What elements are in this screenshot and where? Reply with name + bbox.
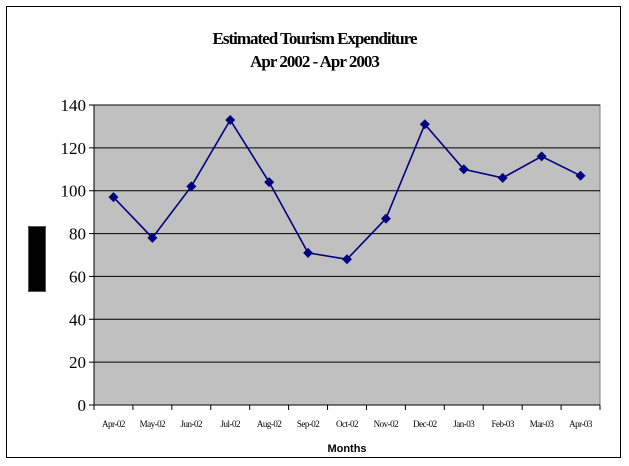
x-tick-label: Jan-03 [453,419,475,429]
x-tick-label: Sep-02 [297,419,320,429]
y-tick-label: 60 [69,267,86,286]
y-axis-label [28,226,46,292]
y-tick-label: 100 [61,182,87,201]
data-point [342,254,352,265]
x-tick-label: Feb-03 [491,419,514,429]
y-tick-label: 20 [69,353,86,372]
data-point [380,213,391,224]
data-point [458,164,469,175]
x-tick-label: Jun-02 [181,419,203,429]
data-point [303,247,314,258]
data-point [108,192,119,203]
x-tick-label: Apr-03 [569,419,593,429]
x-tick-label: Aug-02 [257,419,282,429]
data-point [264,177,275,188]
y-tick-label: 40 [69,310,86,329]
x-tick-label: Apr-02 [102,419,125,429]
x-tick-label: Nov-02 [374,419,399,429]
data-point [536,151,547,162]
chart-subtitle: Apr 2002 - Apr 2003 [250,52,380,71]
x-tick-label: Mar-03 [530,419,555,429]
y-tick-label: 0 [78,396,87,415]
x-tick-label: Oct-02 [336,419,358,429]
y-tick-label: 80 [69,225,86,244]
data-point [147,232,158,243]
data-point [419,119,430,130]
x-tick-label: Jul-02 [220,419,240,429]
x-tick-label: May-02 [140,419,166,429]
data-point [497,172,508,183]
data-point [575,170,586,181]
y-tick-label: 120 [61,139,87,158]
x-tick-label: Dec-02 [413,419,437,429]
data-point [186,181,197,192]
chart-title: Estimated Tourism Expenditure [212,29,417,48]
y-tick-label: 140 [61,96,87,115]
data-point [225,115,236,125]
x-axis-label: Months [327,443,366,455]
